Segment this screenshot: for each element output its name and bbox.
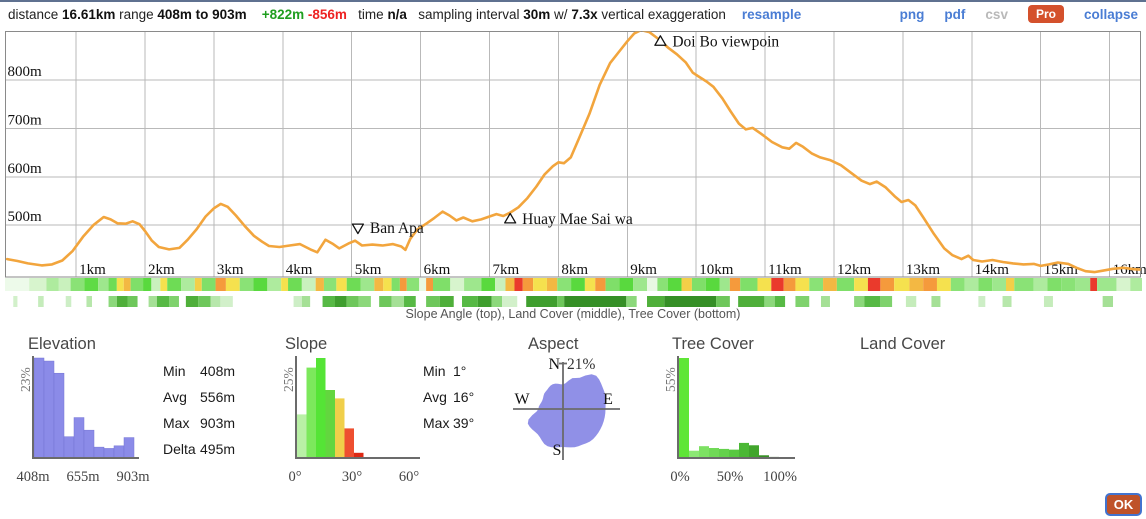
- slope-panel-title: Slope: [285, 335, 328, 353]
- svg-text:7km: 7km: [493, 262, 520, 278]
- svg-text:903m: 903m: [116, 469, 150, 485]
- slope-stats: Min 1° Avg 16° Max 39°: [423, 358, 474, 436]
- svg-text:655m: 655m: [66, 469, 100, 485]
- svg-text:25%: 25%: [281, 367, 296, 392]
- aspect-panel-title: Aspect: [528, 335, 579, 353]
- tree-cover-panel-title: Tree Cover: [672, 335, 754, 353]
- svg-text:11km: 11km: [768, 262, 802, 278]
- top-border: [0, 0, 1146, 2]
- svg-text:50%: 50%: [717, 469, 744, 485]
- svg-text:2km: 2km: [148, 262, 175, 278]
- waypoint-marker: Doi Bo viewpoin: [654, 33, 779, 50]
- svg-text:9km: 9km: [630, 262, 657, 278]
- resample-link[interactable]: resample: [741, 6, 802, 22]
- export-csv-link: csv: [985, 6, 1008, 22]
- svg-text:55%: 55%: [663, 367, 678, 392]
- elevation-profile-chart[interactable]: 1km 2km 3km 4km 5km 6km 7km 8km 9km 10km 11km 12km 1…: [0, 28, 1146, 278]
- export-pdf-link[interactable]: pdf: [944, 6, 966, 22]
- svg-text:13km: 13km: [906, 262, 941, 278]
- strips-caption: Slope Angle (top), Land Cover (middle), …: [405, 307, 741, 321]
- waypoint-marker: Huay Mae Sai wa: [504, 211, 633, 228]
- stat-row: Max 39°: [423, 415, 475, 431]
- svg-text:Doi Bo viewpoin: Doi Bo viewpoin: [672, 33, 779, 50]
- stat-row: Max 903m: [163, 415, 236, 431]
- stat-row: Min 1°: [423, 363, 467, 379]
- collapse-link[interactable]: collapse: [1083, 6, 1138, 22]
- stat-row: Avg 556m: [163, 389, 236, 405]
- ok-button[interactable]: OK: [1105, 493, 1142, 516]
- svg-text:408m: 408m: [16, 469, 50, 485]
- pro-badge[interactable]: Pro: [1027, 5, 1064, 23]
- slope-histogram: 25% 0° 30° 60°: [281, 356, 420, 485]
- svg-text:Ban Apa: Ban Apa: [370, 220, 424, 237]
- svg-text:5km: 5km: [355, 262, 382, 278]
- elevation-panel-title: Elevation: [28, 335, 96, 353]
- svg-text:12km: 12km: [837, 262, 872, 278]
- profile-stats-text: distance 16.61km range 408m to 903m +822…: [8, 6, 726, 22]
- profile-header: distance 16.61km range 408m to 903m +822…: [0, 2, 1146, 26]
- svg-text:30°: 30°: [342, 469, 363, 485]
- stat-row: Min 408m: [163, 363, 236, 379]
- export-toolbar: png pdf csv Pro collapse: [900, 5, 1138, 23]
- slope-landcover-treecover-strips: [5, 278, 1142, 307]
- svg-text:E: E: [603, 391, 613, 408]
- svg-text:700m: 700m: [8, 112, 43, 128]
- stat-row: Avg 16°: [423, 389, 475, 405]
- elevation-stats: Min 408m Avg 556m Max 903m Delta 495m: [163, 358, 235, 462]
- svg-text:1km: 1km: [79, 262, 106, 278]
- svg-text:6km: 6km: [424, 262, 451, 278]
- svg-text:800m: 800m: [8, 64, 43, 80]
- tree-cover-histogram: 55% 0% 50% 100%: [663, 356, 797, 485]
- svg-text:Huay Mae Sai wa: Huay Mae Sai wa: [522, 211, 633, 228]
- svg-text:4km: 4km: [286, 262, 313, 278]
- svg-text:14km: 14km: [975, 262, 1010, 278]
- svg-text:3km: 3km: [217, 262, 244, 278]
- aspect-rose: N 21% W E S: [513, 356, 620, 460]
- stat-row: Delta 495m: [163, 441, 236, 457]
- svg-text:100%: 100%: [763, 469, 797, 485]
- svg-text:500m: 500m: [8, 209, 43, 225]
- waypoint-marker: Ban Apa: [351, 220, 424, 237]
- export-png-link[interactable]: png: [899, 6, 925, 22]
- svg-text:S: S: [553, 442, 562, 459]
- svg-text:21%: 21%: [567, 356, 596, 373]
- svg-text:0°: 0°: [288, 469, 301, 485]
- svg-text:N: N: [548, 356, 560, 373]
- svg-text:0%: 0%: [670, 469, 689, 485]
- svg-text:16km: 16km: [1113, 262, 1146, 278]
- land-cover-panel-title: Land Cover: [860, 335, 946, 353]
- svg-text:15km: 15km: [1044, 262, 1079, 278]
- svg-text:600m: 600m: [8, 161, 43, 177]
- svg-text:8km: 8km: [561, 262, 588, 278]
- elevation-histogram: 23% 408m 655m 903m: [16, 356, 150, 485]
- svg-text:W: W: [514, 391, 530, 408]
- svg-text:23%: 23%: [18, 367, 33, 392]
- svg-text:60°: 60°: [399, 469, 420, 485]
- svg-text:10km: 10km: [699, 262, 734, 278]
